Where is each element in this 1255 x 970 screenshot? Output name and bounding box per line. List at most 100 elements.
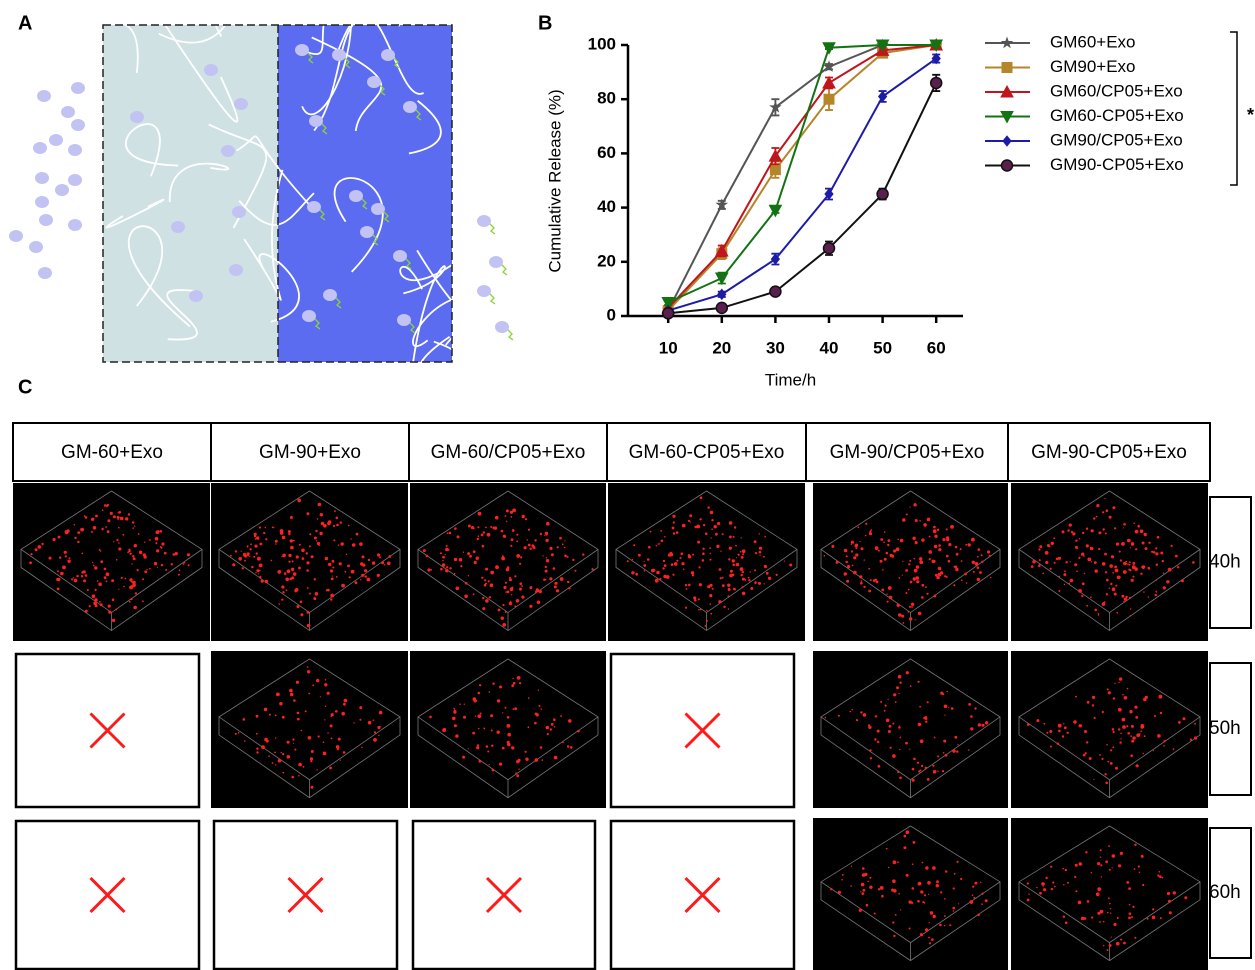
fluorescent-spot <box>699 608 702 611</box>
fluorescent-spot <box>1078 589 1082 593</box>
fluorescent-spot <box>477 526 480 529</box>
fluorescent-spot <box>1163 745 1165 747</box>
marker <box>876 187 889 201</box>
fluorescent-spot <box>452 716 456 721</box>
fluorescent-spot <box>60 571 64 576</box>
fluorescent-spot <box>553 718 556 721</box>
fluorescent-spot <box>515 599 520 603</box>
fluorescent-spot <box>945 576 948 578</box>
fluorescent-spot <box>507 742 511 747</box>
fluorescent-spot <box>1098 531 1102 535</box>
fluorescent-spot <box>517 758 521 762</box>
peptide <box>501 264 508 276</box>
fluorescent-spot <box>865 903 869 907</box>
fluorescent-spot <box>108 610 112 614</box>
fluorescent-spot <box>485 526 487 529</box>
fluorescent-spot <box>482 531 486 534</box>
fluorescent-spot <box>1049 567 1052 570</box>
column-header-box <box>408 422 608 482</box>
fluorescent-spot <box>673 562 678 566</box>
fluorescent-spot <box>263 707 268 712</box>
fluorescent-spot <box>276 692 280 697</box>
fluorescent-spot <box>1063 723 1065 725</box>
fluorescent-spot <box>909 559 912 562</box>
fluorescent-spot <box>1109 564 1113 568</box>
fluorescent-spot <box>72 577 75 579</box>
fluorescent-spot <box>1160 551 1164 555</box>
fluorescent-spot <box>985 721 989 725</box>
fluorescent-spot <box>681 562 685 566</box>
fluorescent-spot <box>758 581 761 585</box>
fluorescent-spot <box>670 553 674 557</box>
fluorescent-spot <box>932 866 936 870</box>
fluorescent-spot <box>527 726 530 729</box>
fluorescent-spot <box>286 740 290 744</box>
fluorescent-spot <box>509 510 514 514</box>
fluorescent-spot <box>1036 719 1040 723</box>
fluorescent-spot <box>1070 530 1074 534</box>
fluorescent-spot <box>1083 572 1086 575</box>
fluorescent-spot <box>1137 865 1140 868</box>
fluorescent-spot <box>944 714 946 716</box>
fluorescent-spot <box>1105 593 1109 596</box>
fluorescent-spot <box>860 580 863 582</box>
fluorescent-spot <box>544 534 546 537</box>
fluorescent-spot <box>556 546 559 549</box>
exosome <box>229 264 243 276</box>
fluorescent-spot <box>467 524 471 528</box>
fluorescent-spot <box>711 528 713 530</box>
fluorescent-spot <box>95 514 98 518</box>
fluorescent-spot <box>555 589 560 593</box>
fluorescent-spot <box>505 591 507 593</box>
fluorescent-spot <box>336 523 339 527</box>
fluorescent-spot <box>154 536 159 541</box>
fluorescent-spot <box>1064 868 1068 872</box>
fluorescent-spot <box>977 913 980 917</box>
fluorescent-spot <box>149 539 151 541</box>
fluorescent-spot <box>903 834 907 838</box>
fluorescent-spot <box>921 596 924 599</box>
fluorescent-spot <box>467 552 471 556</box>
fluorescent-spot <box>534 712 538 716</box>
fluorescent-spot <box>1159 711 1163 715</box>
fluorescent-spot <box>735 562 740 567</box>
fluorescent-spot <box>506 716 510 719</box>
fluorescent-spot <box>348 576 351 579</box>
fluorescent-spot <box>142 578 145 581</box>
fluorescent-spot <box>973 896 976 899</box>
fluorescent-spot <box>355 532 359 536</box>
fluorescent-spot <box>298 762 302 767</box>
fluorescent-spot <box>721 584 725 587</box>
fluorescent-spot <box>297 498 302 503</box>
fluorescent-spot <box>945 870 948 873</box>
fluorescent-spot <box>546 521 550 526</box>
fluorescent-spot <box>510 538 514 542</box>
fluorescent-spot <box>514 605 517 608</box>
fluorescent-spot <box>1122 693 1124 696</box>
fluorescent-spot <box>288 560 291 563</box>
fluorescent-spot <box>505 568 510 572</box>
fluorescent-spot <box>952 887 955 890</box>
fluorescent-spot <box>518 768 520 770</box>
fluorescent-spot <box>1083 555 1085 557</box>
fiber <box>105 198 165 229</box>
fluorescent-spot <box>902 560 904 563</box>
marker <box>877 90 888 103</box>
fluorescent-spot <box>316 518 319 520</box>
exosome <box>33 142 47 154</box>
fluorescent-spot <box>105 526 107 528</box>
fluorescent-spot <box>560 715 562 717</box>
fluorescent-spot <box>1086 604 1088 607</box>
fluorescent-spot <box>178 569 181 571</box>
peptide <box>372 234 379 246</box>
fluorescent-spot <box>288 553 292 558</box>
fluorescent-spot <box>905 592 908 594</box>
fluorescent-spot <box>514 707 517 711</box>
marker <box>769 100 782 113</box>
fluorescent-spot <box>860 882 865 887</box>
fluorescent-spot <box>507 732 512 737</box>
fluorescent-spot <box>1078 862 1083 866</box>
exosome <box>302 310 316 322</box>
fluorescent-spot <box>953 872 956 875</box>
fluorescent-spot <box>445 545 448 547</box>
